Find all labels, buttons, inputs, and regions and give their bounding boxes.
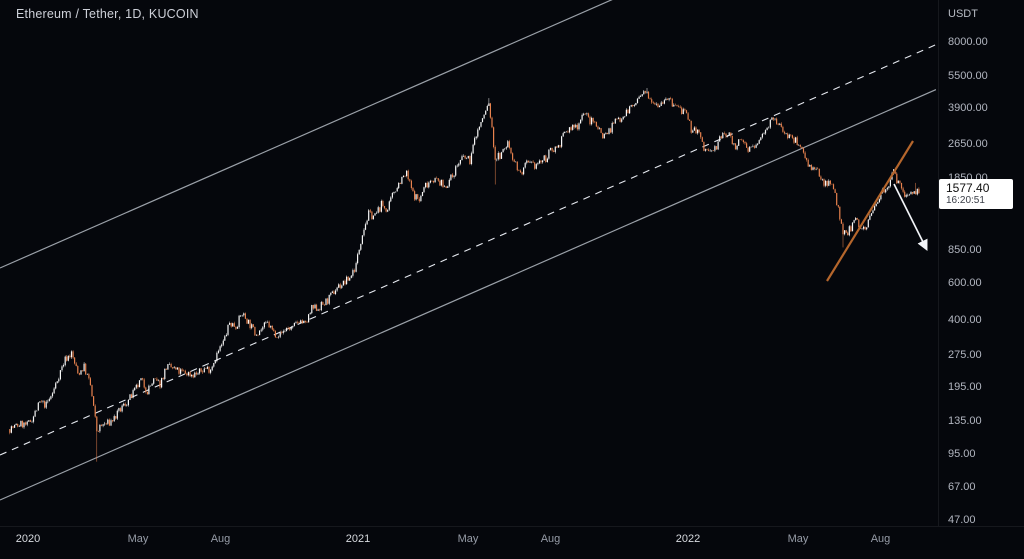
breakdown-arrow[interactable] <box>893 183 928 251</box>
countdown-timer: 16:20:51 <box>946 195 985 207</box>
plot-layer <box>0 0 936 501</box>
time-axis[interactable]: 2020 May Aug 2021 May Aug 2022 May Aug <box>0 526 938 559</box>
time-label-year: 2021 <box>345 533 371 545</box>
candle-wicks-up <box>11 88 918 434</box>
symbol-legend[interactable]: Ethereum / Tether, 1D, KUCOIN <box>16 7 199 21</box>
quote-currency-label: USDT <box>948 8 978 20</box>
price-tick: 3900.00 <box>948 102 988 115</box>
last-price-value: 1577.40 <box>946 181 990 196</box>
price-tick: 8000.00 <box>948 35 988 48</box>
price-tick: 2650.00 <box>948 138 988 151</box>
time-label-month: Aug <box>540 533 561 545</box>
price-tick: 47.00 <box>948 513 976 526</box>
price-tick: 850.00 <box>948 244 982 257</box>
trendline-channel-lower[interactable] <box>0 89 936 501</box>
trendline-channel-dashed[interactable] <box>0 44 936 456</box>
price-axis[interactable]: 8000.00 5500.00 3900.00 2650.00 1850.00 850.0… <box>938 0 1024 526</box>
price-tick: 95.00 <box>948 448 976 461</box>
time-label-month: Aug <box>870 533 891 545</box>
price-tick: 195.00 <box>948 381 982 394</box>
price-tick: 67.00 <box>948 480 976 493</box>
last-price-label: 1577.40 16:20:51 <box>939 179 1013 210</box>
time-label-month: Aug <box>210 533 231 545</box>
time-label-month: May <box>457 533 479 545</box>
time-label-month: May <box>787 533 809 545</box>
price-tick: 5500.00 <box>948 70 988 83</box>
candle-bodies-up <box>10 91 918 433</box>
symbol-title[interactable]: Ethereum / Tether, 1D, KUCOIN <box>16 7 199 21</box>
price-tick: 275.00 <box>948 349 982 362</box>
price-tick: 135.00 <box>948 415 982 428</box>
time-label-month: May <box>127 533 149 545</box>
trendline-broken-support[interactable] <box>826 140 914 282</box>
time-label-year: 2020 <box>15 533 41 545</box>
candle-wicks-down <box>9 90 920 462</box>
price-axis-separator <box>938 0 939 526</box>
trendline-channel-upper[interactable] <box>0 0 936 269</box>
time-axis-separator <box>0 526 1024 527</box>
price-tick: 400.00 <box>948 314 982 327</box>
price-tick: 600.00 <box>948 276 982 289</box>
time-label-year: 2022 <box>675 533 701 545</box>
candle-bodies-down <box>9 91 920 433</box>
